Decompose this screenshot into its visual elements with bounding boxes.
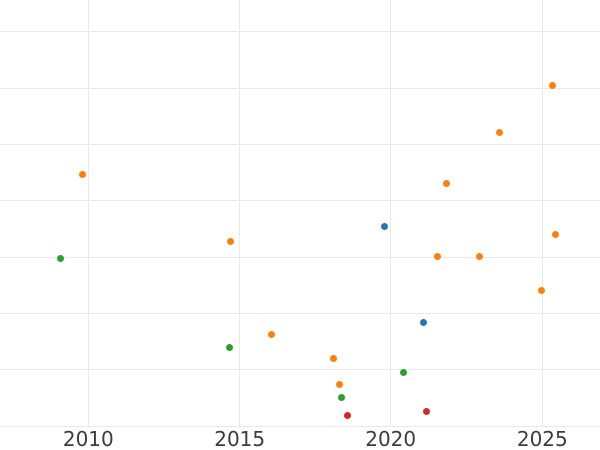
- scatter-point-orange: [495, 128, 503, 136]
- scatter-point-orange: [78, 170, 86, 178]
- gridline-horizontal: [0, 144, 600, 145]
- gridline-horizontal: [0, 256, 600, 258]
- scatter-point-orange: [475, 252, 483, 260]
- scatter-point-green: [56, 254, 64, 262]
- scatter-point-green: [337, 393, 345, 401]
- scatter-point-orange: [329, 354, 337, 362]
- scatter-point-blue: [380, 222, 388, 230]
- gridline-horizontal: [0, 31, 600, 33]
- scatter-point-orange: [267, 330, 275, 338]
- scatter-point-orange: [551, 230, 559, 238]
- gridline-vertical: [239, 0, 241, 427]
- scatter-point-orange: [537, 286, 545, 294]
- gridline-horizontal: [0, 313, 600, 315]
- gridline-vertical: [541, 0, 543, 427]
- x-tick-label: 2020: [365, 427, 417, 450]
- scatter-point-green: [399, 368, 407, 376]
- gridline-horizontal: [0, 369, 600, 371]
- x-tick-label: 2010: [62, 427, 114, 450]
- scatter-point-green: [225, 343, 233, 351]
- x-tick-label: 2025: [516, 427, 568, 450]
- scatter-point-orange: [335, 380, 343, 388]
- gridline-vertical: [87, 0, 89, 427]
- scatter-point-orange: [433, 252, 441, 260]
- x-tick-label: 2015: [214, 427, 266, 450]
- gridline-vertical: [390, 0, 392, 427]
- scatter-point-orange: [548, 81, 556, 89]
- gridline-horizontal: [0, 200, 600, 202]
- scatter-point-red: [343, 411, 351, 419]
- gridline-horizontal: [0, 425, 600, 427]
- scatter-point-blue: [419, 318, 427, 326]
- gridline-horizontal: [0, 87, 600, 89]
- scatter-point-orange: [226, 237, 234, 245]
- scatter-point-red: [422, 407, 430, 415]
- scatter-point-orange: [442, 179, 450, 187]
